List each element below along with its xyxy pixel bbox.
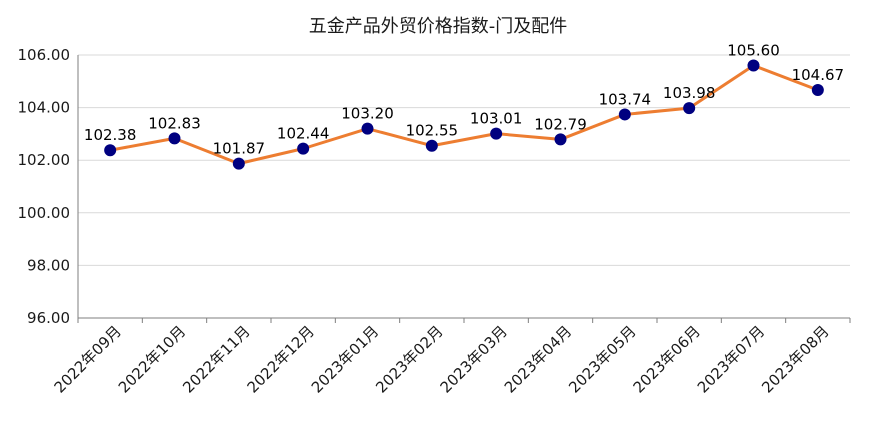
- x-tick-label: 2023年06月: [630, 322, 704, 396]
- x-tick-label: 2023年05月: [565, 322, 639, 396]
- data-point: [232, 157, 245, 170]
- x-tick-label: 2023年03月: [437, 322, 511, 396]
- data-label: 105.60: [727, 42, 780, 60]
- data-point: [618, 108, 631, 121]
- y-tick-label: 104.00: [18, 99, 71, 117]
- x-tick-label: 2023年08月: [758, 322, 832, 396]
- data-label: 103.98: [663, 84, 716, 102]
- data-label: 101.87: [213, 140, 266, 158]
- series-line: [109, 64, 819, 166]
- data-label: 102.44: [277, 125, 330, 143]
- x-tick-label: 2022年10月: [115, 322, 189, 396]
- data-label: 103.74: [599, 90, 652, 108]
- data-label: 102.38: [84, 126, 137, 144]
- data-point: [104, 144, 117, 157]
- data-label: 103.01: [470, 110, 523, 128]
- data-point: [425, 139, 438, 152]
- data-label: 102.83: [148, 114, 201, 132]
- data-point: [490, 127, 503, 140]
- x-tick-labels: 2022年09月2022年10月2022年11月2022年12月2023年01月…: [51, 322, 833, 396]
- gridlines: [78, 54, 850, 266]
- y-tick-labels: 96.00 98.00 100.00 102.00 104.00 106.00: [18, 46, 71, 327]
- series-line: [109, 64, 819, 166]
- data-point: [747, 59, 760, 72]
- data-label: 102.79: [534, 115, 587, 133]
- chart-title: 五金产品外贸价格指数-门及配件: [309, 16, 568, 37]
- x-tick-label: 2023年01月: [308, 322, 382, 396]
- data-label: 104.67: [792, 66, 845, 84]
- y-tick-label: 100.00: [18, 204, 71, 222]
- x-tick-label: 2022年12月: [244, 322, 318, 396]
- data-point: [683, 102, 696, 115]
- data-label: 102.55: [406, 122, 459, 140]
- series-markers: [104, 59, 824, 170]
- x-tick-label: 2023年07月: [694, 322, 768, 396]
- data-label: 103.20: [341, 105, 394, 123]
- x-tick-label: 2023年02月: [372, 322, 446, 396]
- data-point: [297, 142, 310, 155]
- data-labels: 102.38 102.83 101.87 102.44 103.20 102.55 103.…: [84, 42, 844, 158]
- x-tick-label: 2023年04月: [501, 322, 575, 396]
- data-point: [168, 132, 181, 145]
- data-point: [811, 83, 824, 96]
- x-tick-label: 2022年09月: [51, 322, 125, 396]
- data-point: [361, 122, 374, 135]
- y-tick-label: 98.00: [27, 256, 70, 274]
- x-tick-label: 2022年11月: [179, 322, 253, 396]
- y-tick-label: 102.00: [18, 151, 71, 169]
- data-point: [554, 133, 567, 146]
- y-tick-label: 96.00: [27, 309, 70, 327]
- y-tick-label: 106.00: [18, 46, 71, 64]
- axes: [77, 55, 851, 323]
